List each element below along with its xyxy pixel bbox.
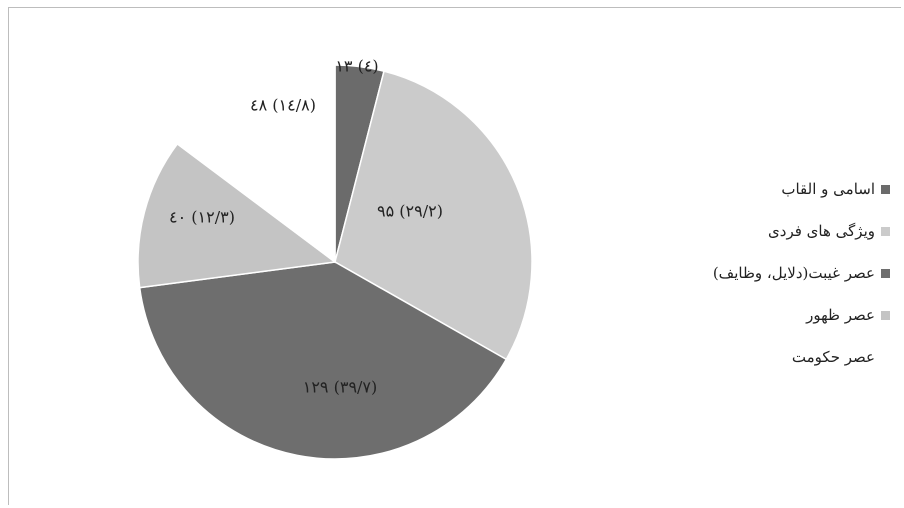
legend-swatch xyxy=(881,310,890,320)
legend-label: عصر ظهور xyxy=(806,306,875,324)
slice-data-label: ۱۲۹ (۳۹/۷) xyxy=(303,378,378,397)
chart-legend: اسامی و القاب ویژگی های فردی عصر غیبت(دل… xyxy=(690,168,890,378)
legend-label: عصر غیبت(دلایل، وظایف) xyxy=(712,264,875,282)
legend-item-government-era: عصر حکومت xyxy=(690,336,890,378)
pie-slice xyxy=(334,70,533,361)
slice-data-label: ۱۳ (٤) xyxy=(335,57,378,76)
legend-label: اسامی و القاب xyxy=(781,180,875,198)
legend-item-names-titles: اسامی و القاب xyxy=(690,168,890,210)
legend-swatch xyxy=(881,352,890,362)
legend-swatch xyxy=(881,184,890,194)
pie-slice xyxy=(176,64,336,264)
legend-label: ویژگی های فردی xyxy=(768,222,875,240)
slice-data-label: ٤۰ (۱۲/۳) xyxy=(169,208,235,227)
pie-slice xyxy=(138,261,508,460)
legend-swatch xyxy=(881,268,890,278)
slice-data-label: ٤۸ (۱٤/۸) xyxy=(250,96,316,115)
chart-frame xyxy=(8,7,901,505)
pie-slice xyxy=(137,142,337,289)
legend-item-reappearance-era: عصر ظهور xyxy=(690,294,890,336)
slice-data-label: ۹۵ (۲۹/۲) xyxy=(377,202,443,221)
legend-item-occultation-era: عصر غیبت(دلایل، وظایف) xyxy=(690,252,890,294)
legend-label: عصر حکومت xyxy=(791,348,875,366)
legend-item-personal-traits: ویژگی های فردی xyxy=(690,210,890,252)
legend-swatch xyxy=(881,226,890,236)
